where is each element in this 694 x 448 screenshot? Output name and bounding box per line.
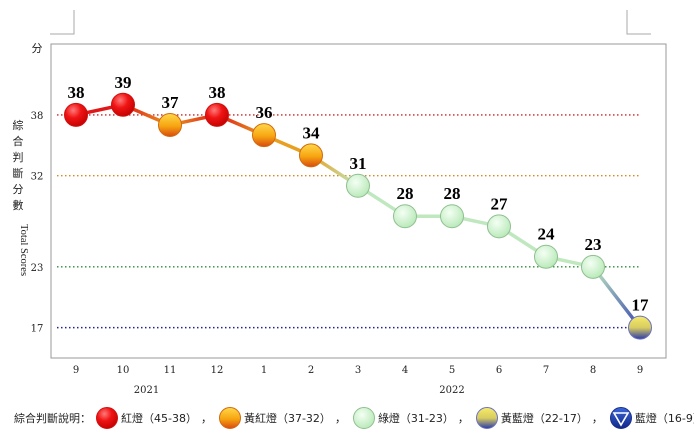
- signal-marker: [628, 315, 652, 340]
- signal-marker: [487, 214, 511, 239]
- legend-separator: ，: [457, 412, 469, 425]
- legend-red-icon: [96, 407, 118, 429]
- legend-item-yellow-red: 黃紅燈（37-32）: [218, 406, 331, 430]
- x-tick-label: 9: [73, 365, 79, 376]
- y-tick-label: 17: [31, 324, 44, 335]
- x-tick-label: 4: [402, 365, 408, 376]
- legend-label: 黃藍燈（22-17）: [500, 412, 588, 425]
- legend-blue-icon: [609, 407, 632, 429]
- y-tick-label: 38: [31, 111, 44, 122]
- signal-marker: [111, 92, 135, 117]
- signal-marker: [346, 173, 370, 198]
- data-label: 17: [632, 296, 650, 315]
- legend-item-red: 紅燈（45-38）: [95, 406, 197, 430]
- crop-mark-top-right: [626, 10, 651, 35]
- x-tick-label: 2: [308, 365, 314, 376]
- legend-label: 綠燈（31-23）: [377, 412, 454, 425]
- plot-frame: [50, 43, 667, 359]
- data-label: 28: [444, 184, 461, 203]
- x-tick-label: 5: [449, 365, 455, 376]
- legend-item-yellow-blue: 黃藍燈（22-17）: [475, 406, 588, 430]
- legend-green-icon: [352, 407, 375, 429]
- data-label: 38: [209, 83, 226, 102]
- legend-label: 紅燈（45-38）: [121, 412, 197, 425]
- data-label: 39: [115, 73, 132, 92]
- crop-mark-top-left: [50, 10, 75, 35]
- signal-marker: [440, 204, 464, 229]
- data-label: 38: [68, 83, 85, 102]
- legend-item-green: 綠燈（31-23）: [352, 406, 454, 430]
- legend-title: 綜合判斷說明：: [14, 412, 91, 425]
- data-label: 36: [256, 103, 273, 122]
- legend-separator: ，: [591, 412, 603, 425]
- y-tick-label: 23: [31, 263, 44, 274]
- signal-marker: [581, 254, 605, 279]
- year-label: 2022: [439, 385, 464, 396]
- signal-marker: [158, 113, 182, 138]
- signal-marker: [252, 123, 276, 148]
- x-tick-label: 3: [355, 365, 361, 376]
- x-tick-label: 12: [211, 365, 224, 376]
- x-tick-label: 8: [590, 365, 596, 376]
- data-label: 24: [538, 225, 556, 244]
- data-label: 37: [162, 93, 180, 112]
- legend: 綜合判斷說明： 紅燈（45-38），黃紅燈（37-32），綠燈（31-23），黃…: [14, 404, 694, 432]
- y-axis-label-en: Total Scores: [18, 224, 29, 276]
- signal-marker: [205, 102, 229, 127]
- legend-yellow-red-icon: [218, 407, 241, 429]
- data-label: 28: [397, 184, 414, 203]
- y-axis-label-cn: 綜合判斷分數: [12, 119, 24, 212]
- year-label: 2021: [134, 385, 159, 396]
- x-tick-label: 10: [117, 365, 130, 376]
- data-label: 34: [303, 123, 321, 142]
- series-segment: [591, 265, 642, 330]
- data-label: 31: [350, 154, 367, 173]
- data-label: 27: [491, 194, 509, 213]
- legend-label: 藍燈（16-9）: [634, 412, 694, 425]
- signal-marker: [534, 244, 558, 269]
- x-tick-label: 7: [543, 365, 549, 376]
- unit-label: 分: [32, 42, 43, 55]
- legend-yellow-blue-icon: [475, 407, 498, 429]
- legend-separator: ，: [200, 412, 212, 425]
- y-tick-label: 32: [31, 172, 44, 183]
- x-tick-label: 6: [496, 365, 502, 376]
- data-label: 23: [585, 235, 602, 254]
- signal-marker: [64, 102, 88, 127]
- signal-marker: [299, 143, 323, 168]
- signal-marker: [393, 204, 417, 229]
- x-tick-label: 9: [637, 365, 643, 376]
- legend-item-blue: 藍燈（16-9）: [609, 406, 694, 430]
- legend-separator: ，: [334, 412, 346, 425]
- legend-label: 黃紅燈（37-32）: [243, 412, 331, 425]
- x-tick-label: 1: [261, 365, 267, 376]
- x-tick-label: 11: [164, 365, 177, 376]
